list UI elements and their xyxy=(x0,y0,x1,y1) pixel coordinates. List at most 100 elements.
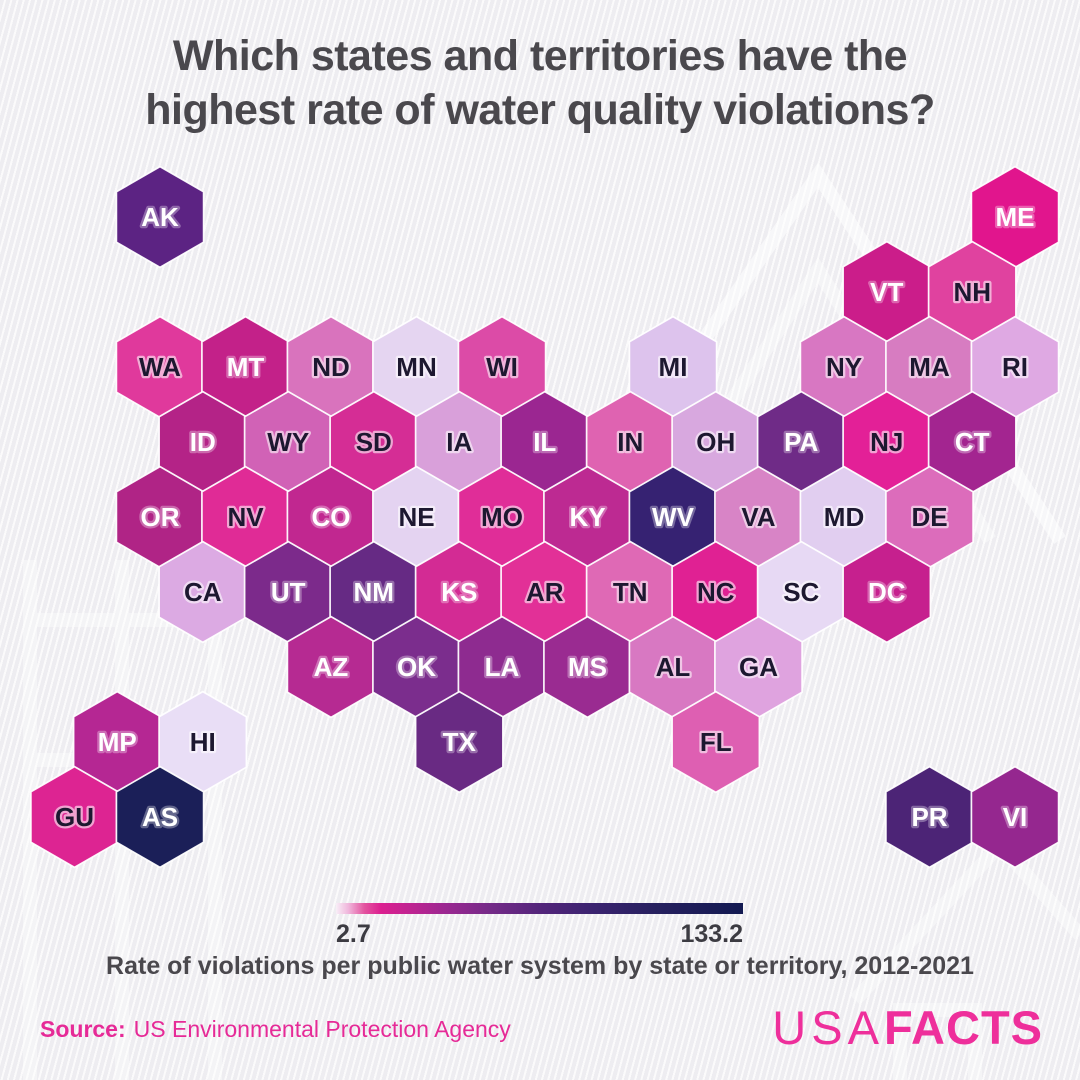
hex-label-SC: SC xyxy=(783,577,819,607)
hex-label-NJ: NJ xyxy=(870,427,903,457)
hex-NV: NV xyxy=(201,465,290,569)
hex-label-IA: IA xyxy=(446,427,472,457)
hex-label-KS: KS xyxy=(441,577,477,607)
hex-label-OH: OH xyxy=(696,427,735,457)
hex-label-VA: VA xyxy=(741,502,775,532)
hex-label-PA: PA xyxy=(784,427,818,457)
hex-RI: RI xyxy=(970,315,1060,419)
hex-label-AS: AS xyxy=(142,802,178,832)
hex-NY: NY xyxy=(799,315,889,419)
hex-CT: CT xyxy=(927,390,1017,494)
source-text: US Environmental Protection Agency xyxy=(133,1016,511,1042)
hex-label-WI: WI xyxy=(486,352,518,382)
hex-VT: VT xyxy=(842,240,932,344)
hex-WI: WI xyxy=(457,315,547,419)
legend-labels: 2.7 133.2 xyxy=(336,920,743,949)
hex-label-OR: OR xyxy=(141,502,180,532)
hex-LA: LA xyxy=(457,615,547,719)
hex-label-MT: MT xyxy=(227,352,265,382)
chart-subtitle: Rate of violations per public water syst… xyxy=(106,952,974,980)
hex-label-WV: WV xyxy=(652,502,695,532)
hex-shape-DC xyxy=(842,540,932,644)
hex-label-RI: RI xyxy=(1002,352,1028,382)
hex-label-MP: MP xyxy=(98,727,137,757)
hex-MO: MO xyxy=(457,465,547,569)
hex-WV: WV xyxy=(628,465,718,569)
source-line: Source: US Environmental Protection Agenc… xyxy=(40,1016,511,1043)
hex-label-MI: MI xyxy=(659,352,688,382)
hex-shape-AK xyxy=(115,165,205,269)
hex-label-WY: WY xyxy=(267,427,309,457)
hex-label-AL: AL xyxy=(656,652,691,682)
hex-label-OK: OK xyxy=(397,652,436,682)
hex-label-AZ: AZ xyxy=(314,652,349,682)
hex-label-MA: MA xyxy=(909,352,950,382)
hex-label-AK: AK xyxy=(141,202,179,232)
hex-label-GU: GU xyxy=(55,802,94,832)
hex-label-NH: NH xyxy=(953,277,991,307)
hex-KS: KS xyxy=(414,540,504,644)
hex-label-MS: MS xyxy=(568,652,607,682)
hex-label-TX: TX xyxy=(443,727,477,757)
hex-label-CO: CO xyxy=(312,502,351,532)
hex-label-UT: UT xyxy=(271,577,306,607)
hex-NC: NC xyxy=(671,540,761,644)
hex-label-ME: ME xyxy=(996,202,1035,232)
hex-label-NY: NY xyxy=(826,352,862,382)
hex-MN: MN xyxy=(372,315,461,419)
hex-label-CT: CT xyxy=(955,427,990,457)
hex-label-NM: NM xyxy=(354,577,394,607)
hex-label-NC: NC xyxy=(697,577,735,607)
hex-GA: GA xyxy=(714,615,803,719)
hex-label-AR: AR xyxy=(526,577,564,607)
source-label: Source: xyxy=(40,1016,126,1042)
hex-label-LA: LA xyxy=(485,652,520,682)
page-title: Which states and territories have the hig… xyxy=(0,30,1080,138)
hex-MI: MI xyxy=(628,315,718,419)
hex-label-WA: WA xyxy=(139,352,181,382)
hex-SD: SD xyxy=(329,390,419,494)
hex-label-TN: TN xyxy=(613,577,648,607)
hex-label-MD: MD xyxy=(824,502,864,532)
logo-facts-text: FACTS xyxy=(883,1001,1043,1054)
hex-shape-VI xyxy=(970,765,1060,869)
hex-NE: NE xyxy=(372,465,461,569)
hex-OH: OH xyxy=(671,390,761,494)
hex-MT: MT xyxy=(201,315,290,419)
title-line-2: highest rate of water quality violations… xyxy=(145,85,935,134)
hex-label-KY: KY xyxy=(569,502,605,532)
hex-cartogram: AK ME VT NH WA MT ND MN WI MI NY MA RI ID WY SD IA IL IN OH… xyxy=(30,165,1060,869)
hex-label-NV: NV xyxy=(227,502,264,532)
legend-min-label: 2.7 xyxy=(336,920,371,948)
hex-label-VI: VI xyxy=(1003,802,1028,832)
hex-SC: SC xyxy=(756,540,846,644)
hex-label-IL: IL xyxy=(533,427,556,457)
hex-label-DE: DE xyxy=(911,502,947,532)
hex-IA: IA xyxy=(414,390,504,494)
hex-AS: AS xyxy=(115,765,205,869)
hex-PA: PA xyxy=(756,390,846,494)
hex-label-SD: SD xyxy=(356,427,392,457)
hex-NH: NH xyxy=(927,240,1017,344)
hex-label-CA: CA xyxy=(184,577,222,607)
hex-VI: VI xyxy=(970,765,1060,869)
hex-ME: ME xyxy=(970,165,1060,269)
legend-gradient-bar xyxy=(336,903,743,914)
hex-KY: KY xyxy=(543,465,632,569)
hex-label-PR: PR xyxy=(911,802,947,832)
hex-label-NE: NE xyxy=(398,502,434,532)
hex-AK: AK xyxy=(115,165,205,269)
hex-label-GA: GA xyxy=(739,652,778,682)
hex-label-ND: ND xyxy=(312,352,350,382)
hex-MD: MD xyxy=(799,465,889,569)
hex-label-VT: VT xyxy=(870,277,903,307)
hex-OR: OR xyxy=(115,465,205,569)
hex-label-MO: MO xyxy=(481,502,523,532)
hex-label-ID: ID xyxy=(190,427,216,457)
hex-MA: MA xyxy=(885,315,974,419)
hex-label-FL: FL xyxy=(700,727,732,757)
hex-HI: HI xyxy=(158,690,248,794)
legend-max-label: 133.2 xyxy=(680,920,743,948)
hex-label-IN: IN xyxy=(617,427,643,457)
